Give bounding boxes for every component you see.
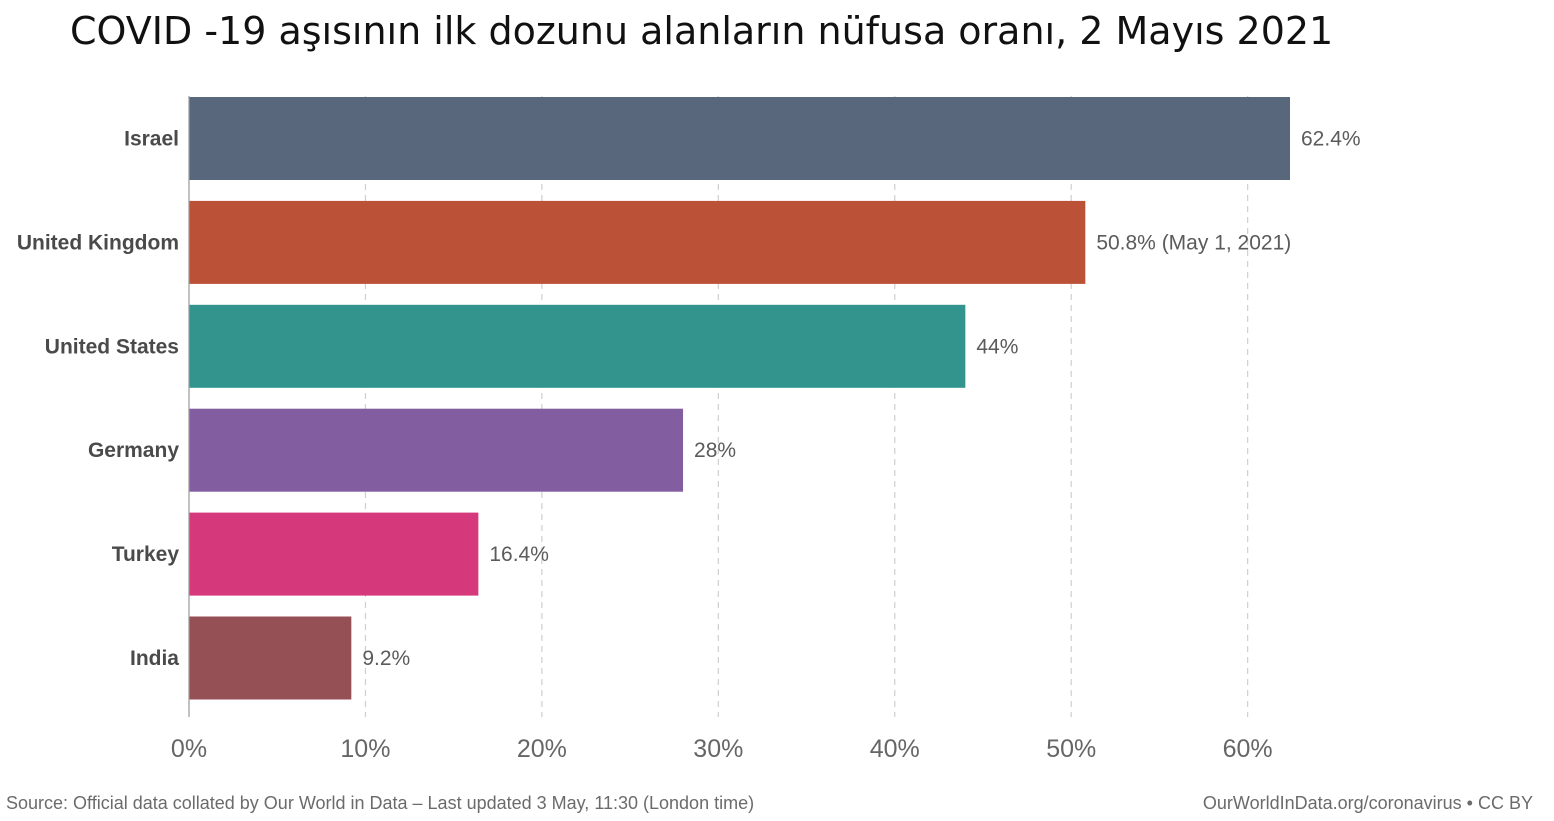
category-label: Turkey [112, 543, 180, 566]
value-label: 62.4% [1301, 128, 1361, 151]
credit-link[interactable]: OurWorldInData.org/coronavirus • CC BY [1203, 793, 1533, 813]
x-tick-label: 60% [1223, 735, 1273, 763]
bar-israel [189, 97, 1290, 180]
category-label: Israel [124, 128, 179, 151]
x-axis-ticks: 0% 10% 20% 30% 40% 50% 60% [171, 735, 1273, 763]
value-label: 16.4% [489, 543, 549, 566]
bar-germany [189, 408, 684, 492]
x-tick-label: 40% [870, 735, 920, 763]
value-label: 28% [694, 439, 736, 462]
value-label: 44% [976, 335, 1018, 358]
x-tick-label: 0% [171, 735, 207, 763]
chart-title: COVID -19 aşısının ilk dozunu alanların … [70, 9, 1333, 53]
x-tick-label: 10% [340, 735, 390, 763]
bar-united-kingdom [189, 200, 1086, 284]
x-tick-label: 30% [693, 735, 743, 763]
category-label: India [130, 647, 179, 670]
labels: Israel 62.4% United Kingdom 50.8% (May 1, 2… [17, 128, 1361, 671]
value-label: 9.2% [362, 647, 410, 670]
category-label: United Kingdom [17, 231, 179, 254]
category-label: Germany [88, 439, 179, 462]
bar-turkey [189, 512, 479, 596]
category-label: United States [45, 335, 179, 358]
bar-united-states [189, 304, 966, 388]
x-tick-label: 50% [1046, 735, 1096, 763]
bars [189, 97, 1290, 700]
gridlines [364, 96, 1249, 717]
value-label: 50.8% (May 1, 2021) [1096, 231, 1291, 254]
bar-india [189, 616, 352, 700]
x-tick-label: 20% [517, 735, 567, 763]
source-note: Source: Official data collated by Our Wo… [6, 793, 754, 813]
